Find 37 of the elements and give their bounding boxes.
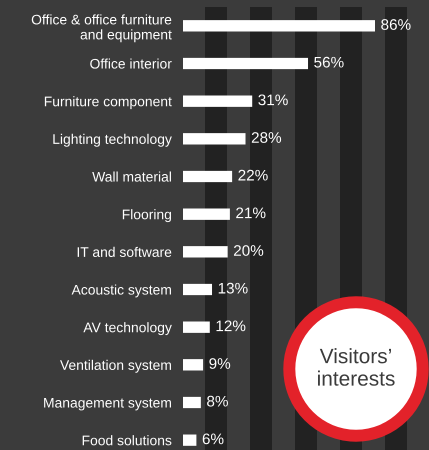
data-label: 22% <box>238 170 268 181</box>
y-tick-label: Office & office furniture and equipment <box>32 14 172 42</box>
bar <box>183 359 204 370</box>
data-label: 13% <box>218 282 248 294</box>
bar <box>183 58 308 70</box>
data-label: 28% <box>252 132 282 143</box>
bar <box>183 170 232 182</box>
bar <box>183 208 230 220</box>
bar <box>183 434 196 446</box>
text: Visitors’ interests <box>318 348 395 386</box>
bar <box>183 322 210 333</box>
y-tick-label: Management system <box>44 398 171 410</box>
data-label: 9% <box>209 358 230 369</box>
y-tick-label: Food solutions <box>82 435 172 446</box>
data-label: 21% <box>236 207 266 218</box>
data-label: 12% <box>216 320 246 332</box>
y-tick-label: Lighting technology <box>53 134 172 147</box>
y-tick-label: AV technology <box>83 322 172 336</box>
data-label: 8% <box>207 396 228 407</box>
bar <box>183 96 252 107</box>
y-tick-label: Ventilation system <box>60 360 171 373</box>
y-tick-label: Acoustic system <box>72 284 171 298</box>
bar <box>183 133 246 144</box>
y-tick-label: Office interior <box>90 58 172 69</box>
y-tick-label: Wall material <box>92 171 171 182</box>
bar <box>183 396 201 408</box>
y-tick-label: Furniture component <box>44 96 172 110</box>
data-label: 6% <box>202 433 224 444</box>
bar <box>183 20 375 32</box>
data-label: 20% <box>234 245 264 256</box>
bar <box>183 284 212 296</box>
y-tick-label: Flooring <box>122 209 171 222</box>
data-label: 31% <box>258 94 288 106</box>
bar <box>183 246 228 258</box>
data-label: 56% <box>314 56 344 68</box>
data-label: 86% <box>381 19 411 30</box>
y-tick-label: IT and software <box>78 246 172 258</box>
